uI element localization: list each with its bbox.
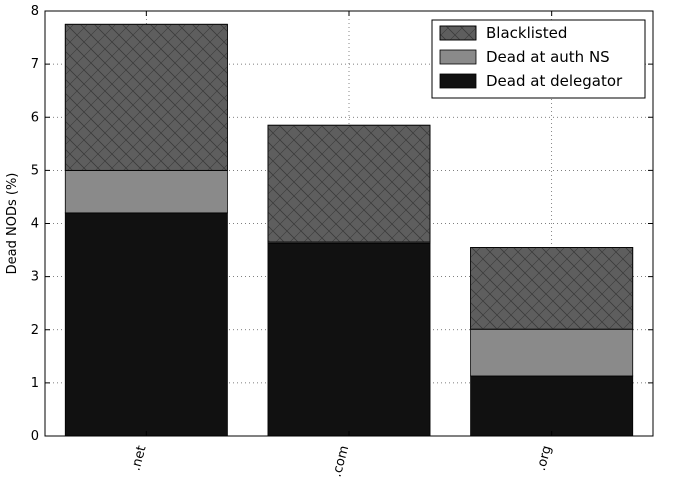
legend-swatch-dead-at-auth-ns [439,49,477,65]
legend-label-dead-at-auth-ns: Dead at auth NS [486,48,610,66]
bar-com-dead-at-delegator [267,242,431,437]
y-axis-ticks: 0 1 2 3 4 5 6 7 8 [31,4,653,444]
y-tick-label: 2 [31,323,39,338]
bar-hatch-net-blacklisted [64,23,228,171]
bar-hatch-com-blacklisted [267,124,431,243]
y-tick-label: 8 [31,4,39,19]
y-tick-label: 1 [31,376,39,391]
legend-swatch-hatch-blacklisted [439,25,477,41]
x-tick-label: .org [534,444,555,472]
legend-label-dead-at-delegator: Dead at delegator [486,72,623,90]
x-tick-label: .net [128,444,149,472]
bar-net-dead-at-auth-ns [64,169,228,214]
legend: Blacklisted Dead at auth NS Dead at delega… [431,19,646,99]
y-tick-label: 4 [31,217,39,232]
y-tick-label: 3 [31,270,39,285]
bar-org-dead-at-delegator [470,375,634,437]
y-tick-label: 7 [31,57,39,72]
legend-label-blacklisted: Blacklisted [486,24,567,42]
y-tick-label: 6 [31,110,39,125]
bars [64,23,634,437]
y-tick-label: 5 [31,163,39,178]
x-tick-label: .com [329,444,352,479]
bar-net-dead-at-delegator [64,212,228,437]
bar-hatch-org-blacklisted [470,247,634,330]
y-tick-label: 0 [31,429,39,444]
y-axis-label: Dead NODs (%) [5,173,20,275]
bar-org-dead-at-auth-ns [470,328,634,377]
legend-swatch-dead-at-delegator [439,73,477,89]
